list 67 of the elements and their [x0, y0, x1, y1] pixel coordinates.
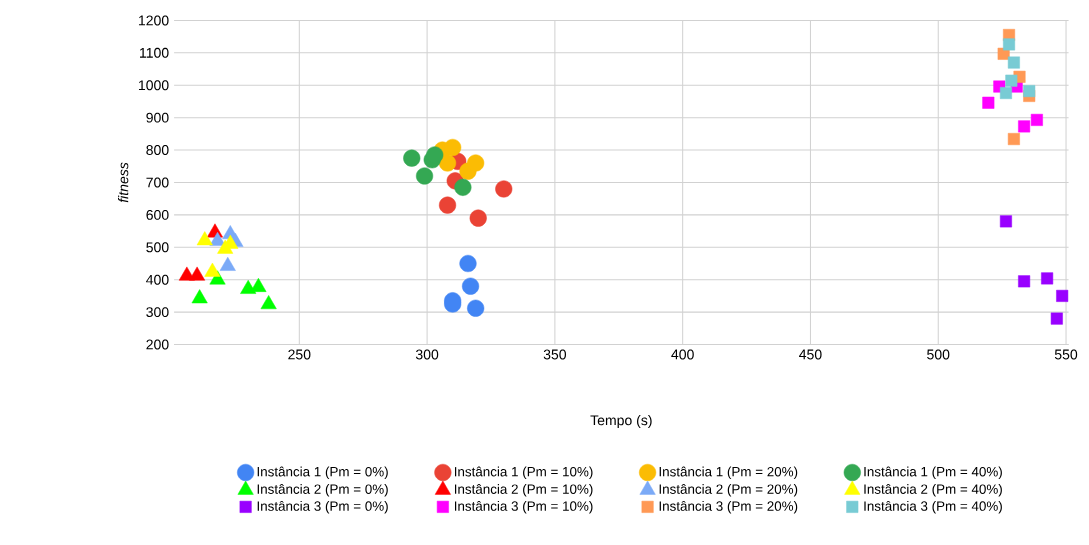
- legend-label: Instância 3 (Pm = 20%): [659, 501, 798, 514]
- point: [426, 146, 444, 164]
- legend-label: Instância 1 (Pm = 40%): [864, 466, 1002, 480]
- point: [459, 255, 477, 273]
- point: [250, 278, 267, 293]
- y-tick-label: 1000: [138, 80, 169, 91]
- legend-label: Instância 3 (Pm = 10%): [454, 501, 593, 514]
- point: [1023, 85, 1036, 98]
- x-tick-label: 450: [799, 349, 822, 360]
- legend-label: Instância 2 (Pm = 40%): [864, 484, 1002, 497]
- point: [260, 295, 277, 310]
- point: [240, 280, 257, 295]
- legend-label: Instância 1 (Pm = 0%): [257, 466, 388, 480]
- x-axis-title: Tempo (s): [590, 415, 652, 429]
- y-tick-label: 1100: [140, 48, 169, 59]
- y-tick-label: 1200: [138, 15, 169, 26]
- x-tick-label: 500: [927, 349, 950, 360]
- y-tick-label: 500: [146, 242, 169, 253]
- point: [444, 139, 462, 157]
- point: [999, 87, 1012, 100]
- point: [1018, 275, 1031, 288]
- y-axis-title: fitness: [118, 162, 129, 203]
- legend-label: Instância 2 (Pm = 0%): [257, 484, 388, 497]
- legend-label: Instância 3 (Pm = 40%): [864, 501, 1002, 514]
- point: [1007, 133, 1020, 146]
- point: [467, 299, 485, 317]
- y-tick-label: 300: [146, 307, 169, 318]
- point: [415, 167, 434, 185]
- y-tick-label: 600: [146, 210, 169, 221]
- point: [403, 149, 421, 167]
- point: [1003, 38, 1016, 51]
- point: [467, 154, 485, 172]
- x-tick-label: 250: [288, 349, 311, 360]
- legend-label: Instância 2 (Pm = 20%): [659, 484, 798, 497]
- point: [1041, 272, 1054, 285]
- point: [438, 154, 457, 172]
- y-tick-label: 200: [146, 339, 169, 350]
- point: [1056, 290, 1069, 303]
- x-tick-label: 550: [1054, 349, 1078, 360]
- point: [454, 179, 472, 197]
- y-tick-label: 900: [146, 112, 169, 123]
- x-tick-label: 300: [415, 349, 439, 360]
- x-tick-label: 400: [671, 349, 694, 360]
- x-tick-label: 350: [543, 349, 567, 360]
- point: [495, 180, 513, 198]
- point: [1005, 74, 1018, 87]
- legend-label: Instância 2 (Pm = 10%): [454, 484, 593, 497]
- point: [438, 196, 457, 214]
- point: [469, 209, 487, 227]
- point: [982, 96, 995, 109]
- y-tick-label: 400: [146, 274, 169, 285]
- point: [189, 266, 206, 281]
- legend-label: Instância 1 (Pm = 10%): [454, 466, 593, 480]
- y-tick-label: 800: [146, 145, 169, 156]
- point: [1018, 120, 1031, 133]
- point: [219, 257, 236, 272]
- y-tick-label: 700: [146, 177, 169, 188]
- legend-label: Instância 1 (Pm = 20%): [659, 466, 798, 480]
- point: [191, 289, 208, 304]
- point: [1007, 56, 1020, 69]
- point: [1030, 114, 1043, 127]
- point: [1050, 312, 1063, 325]
- point: [204, 262, 221, 277]
- point: [461, 277, 480, 295]
- point: [999, 215, 1012, 228]
- point: [196, 231, 213, 246]
- legend-label: Instância 3 (Pm = 0%): [257, 501, 388, 514]
